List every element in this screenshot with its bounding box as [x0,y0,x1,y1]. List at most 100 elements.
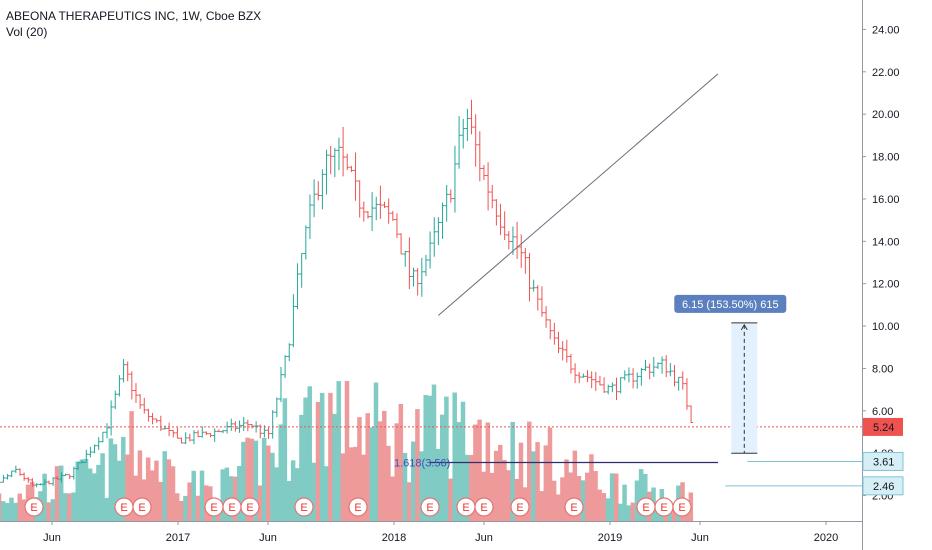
earnings-marker-label: E [678,502,685,514]
earnings-marker-label: E [228,502,235,514]
price-axis[interactable]: 2.004.006.008.0010.0012.0014.0016.0018.0… [862,0,932,550]
price-tick-label: 14.00 [872,236,900,248]
volume-bar [237,465,242,521]
volume-bar [527,421,532,521]
volume-bar [452,392,457,521]
volume-bar [373,382,379,521]
symbol-title[interactable]: ABEONA THERAPEUTICS INC, 1W, Cboe BZX [6,9,262,23]
volume-bar [382,410,387,521]
volume-bar [560,477,565,521]
volume-bar [340,453,346,521]
time-tick-label: Jun [691,532,709,544]
volume-bar [0,501,6,521]
volume-bar [589,454,594,521]
candlesticks [0,99,862,488]
volume-bar [75,461,80,521]
chart-legend: ABEONA THERAPEUTICS INC, 1W, Cboe BZX Vo… [6,8,261,40]
trendline [437,73,719,316]
volume-bar [290,460,296,521]
volume-bar [67,493,72,521]
volume-bar [303,397,308,521]
volume-bar [253,440,259,521]
volume-bars [0,381,694,521]
volume-bar [50,499,56,521]
volume-bar [402,453,408,521]
volume-bar [71,492,76,521]
earnings-marker [348,497,368,517]
volume-bar [179,500,184,521]
volume-bar [336,381,341,521]
price-tag-box [862,451,904,471]
volume-bar [485,422,491,521]
earnings-marker [132,497,152,517]
volume-bar [154,460,159,521]
volume-bar [394,423,399,521]
volume-bar [249,438,254,521]
price-tag-label: 2.46 [873,481,894,493]
volume-bar [274,467,279,521]
earnings-marker-label: E [480,502,487,514]
volume-bar [195,495,201,521]
volume-indicator-label[interactable]: Vol (20) [6,25,48,39]
price-tick-label: 6.00 [872,406,893,418]
earnings-marker-label: E [246,502,253,514]
volume-bar [390,476,395,521]
volume-bar [460,401,466,521]
volume-bar [261,437,267,521]
volume-bar [129,411,134,521]
volume-bar [299,414,304,521]
fib-extension-label: 1.618(3.56) [394,458,450,470]
volume-bar [411,441,416,521]
volume-bar [605,498,611,521]
earnings-marker-label: E [660,502,667,514]
volume-bar [551,480,557,521]
volume-bar [145,457,151,521]
price-tick-label: 24.00 [872,24,900,36]
volume-bar [9,497,14,521]
volume-bar [435,448,441,521]
volume-bar [481,471,486,521]
volume-bar [489,472,495,521]
earnings-marker-label: E [516,502,523,514]
volume-bar [311,462,317,521]
volume-bar [42,473,47,521]
volume-bar [580,480,586,521]
volume-bar [419,451,424,521]
price-tag-box [862,476,904,496]
volume-bar [270,452,275,521]
volume-bar [282,398,288,521]
volume-bar [344,381,350,521]
volume-bar [556,494,561,521]
volume-bar [444,396,449,521]
volume-bar [324,466,329,521]
earnings-marker-label: E [462,502,469,514]
earnings-marker-label: E [300,502,307,514]
volume-bar [572,450,578,521]
volume-bar [502,460,507,521]
price-range-arrowhead [740,323,748,331]
volume-bar [427,395,433,521]
time-axis[interactable]: Jun 2017 Jun 2018 Jun 2019 Jun 2020 [0,521,862,550]
price-range-label: 6.15 (153.50%) 615 [682,299,779,311]
price-tick-label: 22.00 [872,67,900,79]
volume-bar [585,472,590,521]
volume-bar [634,480,640,521]
volume-bar [477,419,482,521]
earnings-marker-label: E [642,502,649,514]
volume-bar [295,468,300,521]
volume-bar [92,473,97,521]
earnings-marker [294,497,314,517]
volume-bar [125,454,130,521]
volume-bar [593,470,598,521]
volume-bar [518,442,524,521]
volume-bar [266,445,271,521]
volume-bar [369,427,375,521]
volume-bar [199,470,205,521]
volume-bar [353,446,358,521]
volume-bar [386,445,391,521]
price-tick-label: 18.00 [872,152,900,164]
volume-bar [278,424,283,521]
time-tick-label: Jun [475,532,493,544]
earnings-marker-label: E [354,502,361,514]
